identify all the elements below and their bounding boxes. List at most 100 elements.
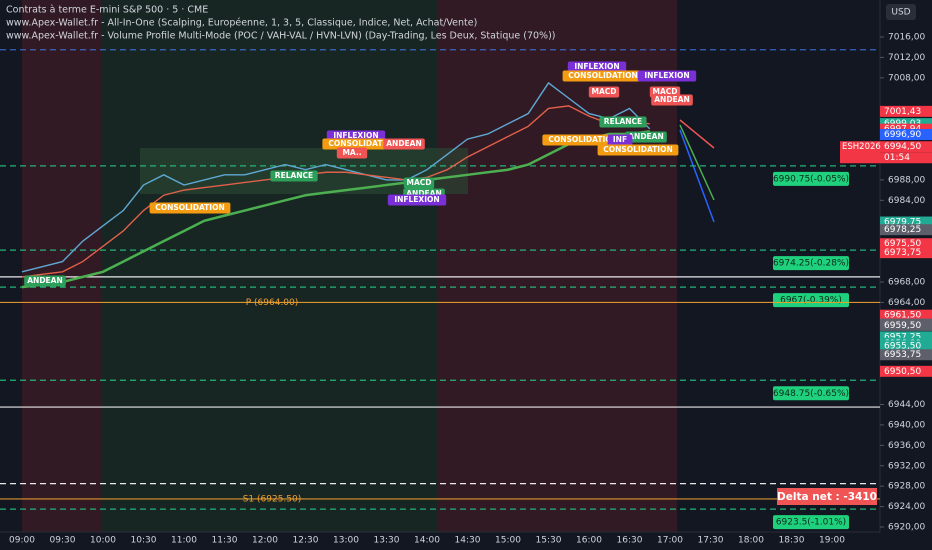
x-tick-label: 11:30 (212, 536, 238, 546)
signal-label: INFLEXION (333, 131, 378, 140)
signal-box (599, 116, 647, 128)
x-tick-label: 15:30 (536, 536, 562, 546)
signal-box (588, 86, 620, 98)
level-label: 6923.5(-1.01%) (776, 518, 846, 528)
price-tag-label: 6955,50 (884, 341, 921, 351)
x-tick-label: 16:00 (576, 536, 602, 546)
header-line: Contrats à terme E-mini S&P 500 · 5 · CM… (6, 5, 208, 16)
price-tag-label: 6978,25 (884, 225, 921, 235)
projection (679, 124, 715, 201)
currency: USD (891, 8, 910, 18)
signal-label: RELANCE (275, 171, 313, 180)
signal-label: INFLEXION (574, 62, 619, 71)
y-tick-label: 6984,00 (888, 196, 925, 206)
header-line: www.Apex-Wallet.fr - All-In-One (Scalpin… (6, 18, 477, 29)
signal-label: CONSOLIDATION (603, 145, 673, 154)
x-tick-label: 17:30 (698, 536, 724, 546)
level-box (773, 386, 849, 401)
y-tick-label: 7012,00 (888, 53, 925, 63)
signal-box (562, 70, 644, 82)
level-label: 6948.75(-0.65%) (773, 389, 849, 399)
y-tick-label: 6920,00 (888, 523, 925, 533)
signal-box (607, 134, 633, 146)
signal-label: ANDEAN (406, 189, 442, 198)
signal-label: ANDEAN (27, 276, 63, 285)
x-tick-label: 13:00 (333, 536, 359, 546)
series-line (21, 81, 651, 273)
price-tag (880, 105, 932, 117)
y-tick-label: 6940,00 (888, 420, 925, 430)
price-tag (880, 224, 932, 236)
signal-label: INFLEXION (394, 195, 439, 204)
series-line (21, 130, 650, 289)
x-tick-label: 19:00 (819, 536, 845, 546)
price-tag (880, 319, 932, 331)
price-tag-label: 6994,50 (884, 142, 921, 152)
y-tick-label: 6944,00 (888, 400, 925, 410)
x-tick-label: 18:30 (779, 536, 805, 546)
signal-label: MACD (407, 178, 432, 187)
signal-box (270, 170, 318, 182)
y-tick-label: 7008,00 (888, 73, 925, 83)
price-tag-label: 6950,50 (884, 367, 921, 377)
y-tick-label: 7016,00 (888, 33, 925, 43)
x-tick-label: 14:30 (455, 536, 481, 546)
price-tag-label: 6973,75 (884, 248, 921, 258)
price-tag (880, 309, 932, 321)
price-tag (880, 365, 932, 377)
session-zone (102, 0, 437, 532)
countdown: 01:54 (884, 153, 910, 163)
y-tick-label: 6932,00 (888, 461, 925, 471)
signal-box (625, 131, 667, 143)
price-tag-label: 6975,50 (884, 239, 921, 249)
signal-label: CONSOLIDATIO (328, 139, 391, 148)
signal-label: CONSOLIDATIO (548, 135, 611, 144)
y-tick-label: 6928,00 (888, 482, 925, 492)
y-tick-label: 6936,00 (888, 441, 925, 451)
price-tag-label: 7001,43 (884, 107, 921, 117)
price-tag-label: 6979,75 (884, 218, 921, 228)
delta-box (777, 488, 877, 505)
level-box (773, 256, 849, 271)
level-box (773, 293, 849, 308)
price-tag-label: 6953,75 (884, 350, 921, 360)
price-tag (880, 340, 932, 352)
x-tick-label: 10:00 (90, 536, 116, 546)
price-tag (880, 247, 932, 259)
price-tag (880, 141, 932, 153)
price-tag-label: 6959,50 (884, 321, 921, 331)
symbol-box (840, 141, 880, 164)
level-label: 6990.75(-0.05%) (773, 174, 849, 184)
signal-box (651, 94, 693, 106)
signal-box (149, 202, 231, 214)
price-tag (880, 216, 932, 228)
x-tick-label: 15:00 (495, 536, 521, 546)
price-tag (880, 238, 932, 250)
signal-label: ANDEAN (386, 139, 422, 148)
signal-box (567, 61, 627, 73)
countdown-box (880, 152, 932, 164)
x-tick-label: 09:00 (9, 536, 35, 546)
signal-label: ANDEAN (628, 132, 664, 141)
level-box (773, 515, 849, 530)
x-tick-label: 11:00 (171, 536, 197, 546)
projection (679, 119, 715, 149)
x-tick-label: 18:00 (738, 536, 764, 546)
signal-label: CONSOLIDATION (155, 203, 225, 212)
y-tick-label: 6964,00 (888, 298, 925, 308)
header-line: www.Apex-Wallet.fr - Volume Profile Mult… (6, 31, 555, 42)
price-tag (880, 331, 932, 343)
signal-box (387, 194, 447, 206)
signal-label: MACD (653, 87, 678, 96)
symbol: ESH2026 (842, 142, 881, 152)
delta-label: Delta net : -3410 (777, 491, 877, 503)
level-box (773, 171, 849, 186)
y-tick-label: 6968,00 (888, 278, 925, 288)
x-tick-label: 10:30 (131, 536, 157, 546)
signal-box (336, 147, 368, 159)
x-tick-label: 17:00 (657, 536, 683, 546)
signal-box (542, 134, 618, 146)
signal-label: INFLEXION (644, 71, 689, 80)
level-label: P (6964.00) (246, 298, 299, 308)
